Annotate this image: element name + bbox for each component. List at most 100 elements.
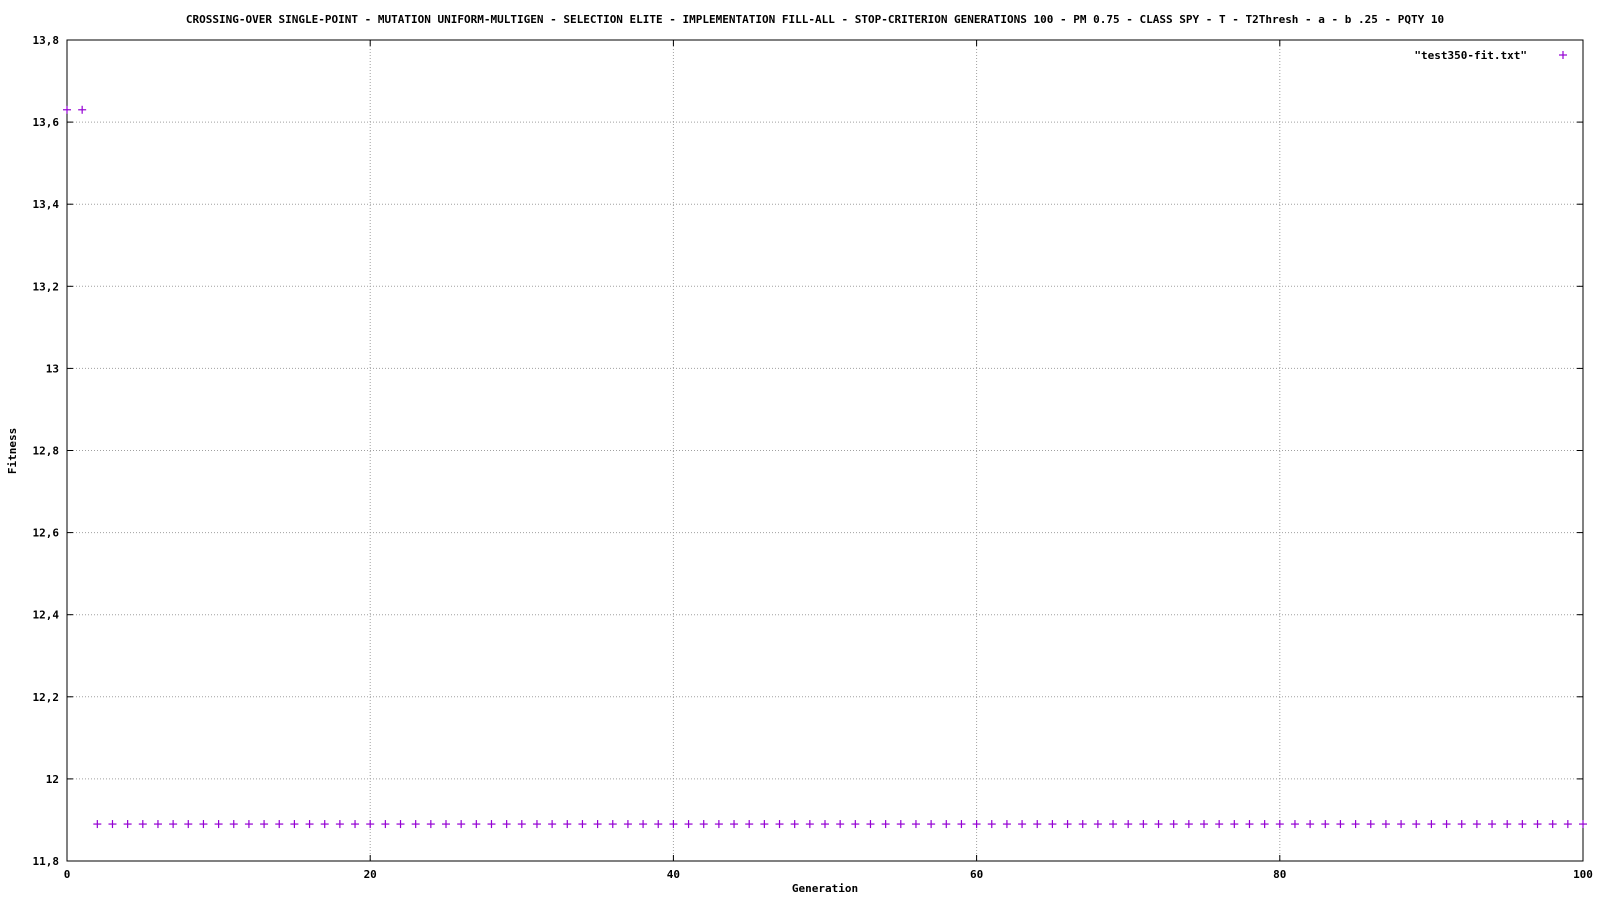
data-point — [351, 820, 360, 829]
x-tick-label: 80 — [1273, 868, 1286, 881]
data-point — [1442, 820, 1451, 829]
data-point — [1260, 820, 1269, 829]
data-point — [275, 820, 284, 829]
data-point — [548, 820, 557, 829]
data-point — [457, 820, 466, 829]
data-point — [1457, 820, 1466, 829]
data-point — [1200, 820, 1208, 829]
data-point — [821, 820, 829, 829]
data-point — [1503, 820, 1512, 829]
data-point — [1321, 820, 1330, 829]
data-point — [805, 820, 814, 829]
data-point — [1366, 820, 1375, 829]
data-point — [1215, 820, 1224, 829]
y-tick-label: 12,8 — [33, 445, 60, 458]
data-point — [881, 820, 890, 829]
data-point — [502, 820, 511, 829]
data-point — [639, 820, 648, 829]
data-point — [1184, 820, 1193, 829]
data-point — [1336, 820, 1345, 829]
data-point — [1381, 820, 1390, 829]
data-point — [305, 820, 314, 829]
data-point — [1533, 820, 1542, 829]
data-point — [366, 820, 375, 829]
data-point — [1169, 820, 1178, 829]
data-point — [836, 820, 845, 829]
y-tick-label: 13,2 — [33, 280, 60, 293]
y-tick-label: 12,4 — [33, 609, 60, 622]
data-point — [63, 105, 71, 114]
data-point — [1245, 820, 1254, 829]
data-point — [426, 820, 435, 829]
data-point — [320, 820, 329, 829]
data-point — [563, 820, 572, 829]
data-point — [153, 820, 162, 829]
data-point — [1472, 820, 1481, 829]
data-point — [593, 820, 602, 829]
data-point — [1018, 820, 1027, 829]
data-point — [1154, 820, 1163, 829]
data-point — [1139, 820, 1148, 829]
y-tick-label: 13 — [46, 362, 59, 375]
data-point — [1002, 820, 1011, 829]
data-point — [1275, 820, 1284, 829]
data-point — [1093, 820, 1102, 829]
data-point — [169, 820, 178, 829]
data-point — [714, 820, 723, 829]
data-point — [1488, 820, 1497, 829]
data-point — [957, 820, 966, 829]
data-point — [1427, 820, 1436, 829]
data-point — [1033, 820, 1042, 829]
data-point — [532, 820, 541, 829]
data-point — [1230, 820, 1239, 829]
data-point — [911, 820, 920, 829]
data-point — [472, 820, 481, 829]
data-point — [487, 820, 496, 829]
y-tick-label: 12 — [46, 773, 59, 786]
data-point — [396, 820, 405, 829]
y-tick-label: 12,2 — [33, 691, 60, 704]
legend-plus-marker — [1559, 51, 1567, 59]
data-point — [972, 820, 981, 829]
y-tick-label: 13,8 — [33, 34, 60, 47]
x-tick-labels: 0 20 40 60 80 100 — [64, 868, 1593, 881]
data-point — [1548, 820, 1557, 829]
data-point — [214, 820, 223, 829]
data-point — [1124, 820, 1133, 829]
data-point — [1518, 820, 1527, 829]
data-point — [442, 820, 450, 829]
data-point — [790, 820, 799, 829]
data-point — [93, 820, 102, 829]
data-point — [1290, 820, 1299, 829]
legend-marker — [1559, 51, 1567, 59]
data-point — [851, 820, 860, 829]
axis-ticks — [66, 39, 1584, 862]
data-point — [411, 820, 420, 829]
y-tick-labels: 11,8 12 12,2 12,4 12,6 12,8 13 13,2 13,4 13,6 13,8 — [33, 34, 60, 868]
legend-label: "test350-fit.txt" — [1414, 49, 1527, 62]
data-point — [138, 820, 147, 829]
data-point — [1563, 820, 1572, 829]
data-point — [927, 820, 936, 829]
chart-title: CROSSING-OVER SINGLE-POINT - MUTATION UN… — [186, 13, 1444, 26]
data-point — [987, 820, 996, 829]
x-tick-label: 100 — [1573, 868, 1593, 881]
data-point — [866, 820, 875, 829]
data-point — [381, 820, 390, 829]
data-point — [775, 820, 784, 829]
data-point — [745, 820, 754, 829]
legend: "test350-fit.txt" — [1414, 49, 1567, 62]
data-point — [244, 820, 253, 829]
x-axis-label: Generation — [792, 882, 858, 895]
x-tick-label: 20 — [364, 868, 377, 881]
data-point — [760, 820, 769, 829]
x-tick-label: 40 — [667, 868, 680, 881]
data-points — [63, 105, 1587, 829]
data-point — [184, 820, 193, 829]
data-point — [1109, 820, 1118, 829]
data-point — [669, 820, 678, 829]
x-tick-label: 0 — [64, 868, 71, 881]
y-tick-label: 13,4 — [33, 198, 60, 211]
plot-frame — [66, 39, 1584, 862]
